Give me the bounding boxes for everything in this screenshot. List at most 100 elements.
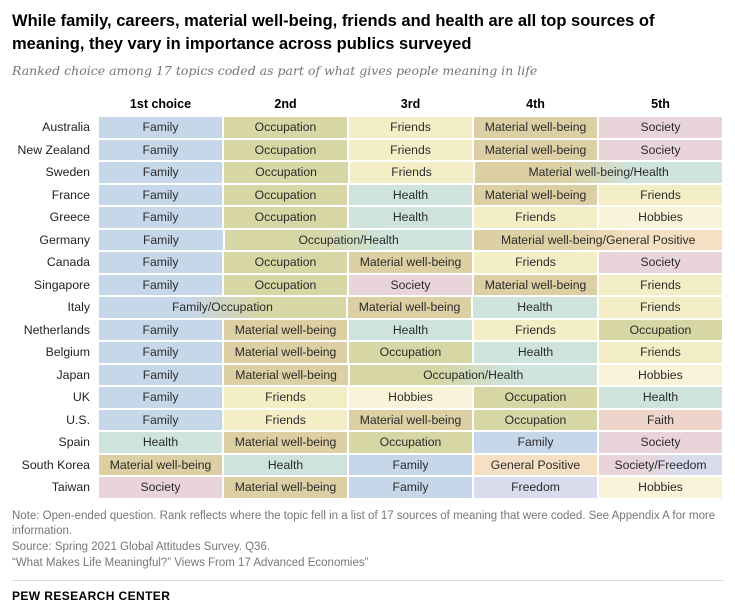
rank-cell: Occupation	[223, 161, 349, 184]
rank-cell: Family	[98, 116, 223, 139]
table-row-spain: Spain Health Material well-being Occupation…	[12, 431, 723, 454]
country-label: South Korea	[21, 457, 90, 472]
country-label: Sweden	[45, 165, 90, 180]
rank-cell: Occupation	[223, 251, 348, 274]
rank-cell: Family	[98, 408, 223, 432]
rank-cell: Health	[472, 296, 598, 319]
country-label: Netherlands	[23, 322, 90, 337]
table-row-australia: Australia Family Occupation Friends Material…	[12, 116, 723, 139]
rank-cell: Material well-being	[223, 476, 348, 499]
rank-cell: Material well-being	[223, 341, 348, 364]
rank-cell: Occupation	[348, 431, 473, 454]
rank-cell: Material well-being	[473, 116, 598, 139]
rank-cell: Material well-being	[346, 296, 473, 319]
rank-cell: Family	[98, 386, 223, 409]
rank-cell: Faith	[598, 408, 723, 432]
rank-cell: Friends	[473, 318, 598, 342]
column-header-5: 5th	[651, 97, 670, 112]
column-header-1: 1st choice	[129, 97, 192, 112]
ranked-choice-table: 1st choice 2nd 3rd 4th 5th Australia Family Oc…	[12, 93, 724, 499]
country-label: Taiwan	[51, 480, 90, 495]
rank-cell: Health	[473, 341, 598, 364]
rank-cell: Health	[348, 318, 473, 342]
rank-cell: Hobbies	[598, 206, 723, 229]
table-row-italy: Italy Family/Occupation Material well-bein…	[12, 296, 724, 319]
table-row-netherlands: Netherlands Family Material well-being Heal…	[12, 318, 723, 342]
rank-cell: Health	[98, 431, 223, 454]
country-label: France	[51, 187, 90, 202]
rank-cell: Occupation	[223, 206, 348, 229]
table-row-japan: Japan Family Material well-being Occupation…	[12, 363, 724, 387]
table-row-belgium: Belgium Family Material well-being Occupati…	[12, 341, 723, 364]
rank-cell: Material well-being	[473, 273, 598, 297]
note-text: Note: Open-ended question. Rank reflects…	[12, 509, 716, 537]
country-label: UK	[72, 390, 90, 405]
column-header-3: 3rd	[400, 97, 421, 112]
rank-cell: Family/Occupation	[98, 296, 347, 319]
column-header-4: 4th	[526, 97, 545, 112]
rank-cell: Family	[98, 363, 224, 387]
rank-cell: Material well-being	[223, 431, 348, 454]
rank-cell: Occupation	[223, 138, 348, 162]
column-header-2: 2nd	[274, 97, 297, 112]
rank-cell: Health	[223, 453, 348, 477]
rank-cell: Occupation	[348, 341, 473, 364]
report-title-text: “What Makes Life Meaningful?” Views From…	[12, 557, 369, 570]
chart-footer: Note: Open-ended question. Rank reflects…	[12, 509, 723, 603]
rank-cell: Family	[473, 431, 598, 454]
table-row-germany: Germany Family Occupation/Health Material w…	[12, 228, 723, 252]
rank-cell: Hobbies	[598, 476, 723, 499]
rank-cell: Material well-being/General Positive	[473, 228, 723, 252]
country-label: Spain	[58, 435, 90, 450]
rank-cell: Material well-being	[98, 453, 223, 477]
rank-cell: General Positive	[473, 453, 598, 477]
rank-cell: Freedom	[473, 476, 598, 499]
rank-cell: Friends	[348, 116, 473, 139]
rank-cell: Material well-being	[223, 318, 348, 342]
rank-cell: Friends	[598, 273, 723, 297]
country-label: Australia	[42, 120, 90, 135]
rank-cell: Society	[98, 476, 223, 499]
rank-cell: Family	[98, 206, 223, 229]
rank-cell: Occupation/Health	[348, 363, 598, 387]
country-label: Japan	[56, 367, 90, 382]
table-row-u-s-: U.S. Family Friends Material well-being Occu…	[12, 408, 723, 432]
table-row-greece: Greece Family Occupation Health Friends Hobbi…	[12, 206, 723, 229]
table-row-new-zealand: New Zealand Family Occupation Friends Materi…	[12, 138, 723, 162]
table-row-south-korea: South Korea Material well-being Health Fami…	[12, 453, 723, 477]
rank-cell: Family	[98, 228, 224, 252]
source-text: Source: Spring 2021 Global Attitudes Sur…	[12, 541, 271, 554]
country-label: Italy	[67, 300, 90, 315]
rank-cell: Friends	[473, 206, 598, 229]
rank-cell: Material well-being	[473, 138, 598, 162]
country-label: U.S.	[66, 412, 90, 427]
rank-cell: Occupation	[473, 408, 598, 432]
table-row-uk: UK Family Friends Hobbies Occupation Health	[12, 386, 723, 409]
rank-cell: Friends	[348, 161, 475, 184]
country-label: Canada	[46, 255, 90, 270]
rank-cell: Health	[348, 183, 473, 207]
table-row-sweden: Sweden Family Occupation Friends Material we…	[12, 161, 724, 184]
rank-cell: Society	[348, 273, 473, 297]
rank-cell: Occupation	[473, 386, 598, 409]
rank-cell: Friends	[597, 296, 724, 319]
column-header-row: 1st choice 2nd 3rd 4th 5th	[12, 93, 723, 115]
rank-cell: Family	[98, 341, 223, 364]
rank-cell: Material well-being	[223, 363, 349, 387]
country-label: Belgium	[45, 345, 90, 360]
rank-cell: Society	[598, 116, 723, 139]
rank-cell: Society	[598, 138, 723, 162]
rank-cell: Health	[348, 206, 473, 229]
rank-cell: Health	[598, 386, 723, 409]
country-label: New Zealand	[17, 142, 90, 157]
rank-cell: Hobbies	[348, 386, 473, 409]
rank-cell: Material well-being/Health	[474, 161, 724, 184]
table-row-taiwan: Taiwan Society Material well-being Family Fr…	[12, 476, 723, 499]
rank-cell: Material well-being	[473, 183, 598, 207]
rank-cell: Occupation	[223, 273, 348, 297]
rank-cell: Friends	[348, 138, 473, 162]
country-label: Singapore	[33, 277, 90, 292]
table-body: Australia Family Occupation Friends Material…	[12, 116, 724, 499]
rank-cell: Material well-being	[348, 251, 473, 274]
rank-cell: Occupation	[598, 318, 723, 342]
